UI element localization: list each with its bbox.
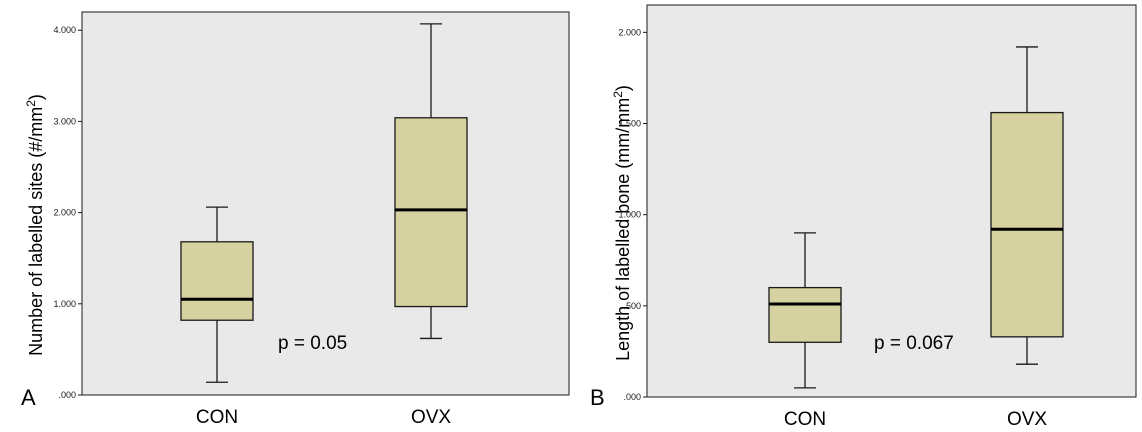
p-value-annotation-b: p = 0.067	[874, 333, 954, 354]
p-value-annotation-a: p = 0.05	[278, 333, 347, 354]
y-tick-label: .000	[623, 392, 641, 402]
y-tick-label: 1.000	[618, 210, 641, 220]
y-ticks-a: .000 1.000 2.000 3.000 4.000	[53, 25, 82, 400]
box-con	[768, 232, 842, 389]
y-tick-label: .000	[58, 390, 76, 400]
boxes-b	[768, 46, 1064, 389]
category-labels-b: CON OVX	[784, 409, 1048, 430]
category-label-con: CON	[196, 407, 238, 428]
box-con	[180, 206, 254, 383]
y-tick-label: 2.000	[53, 208, 76, 218]
box-ovx	[990, 46, 1064, 365]
y-tick-label: 3.000	[53, 116, 76, 126]
iqr-box	[180, 241, 254, 321]
category-label-ovx: OVX	[1007, 409, 1047, 430]
iqr-box	[768, 286, 842, 343]
y-tick-label: .500	[623, 301, 641, 311]
panel-a: .000 1.000 2.000 3.000 4.000 CON OVX Number o…	[21, 11, 570, 428]
y-axis-title-b: Length of labelled bone (mm/mm2)	[611, 85, 633, 361]
category-label-ovx: OVX	[411, 407, 451, 428]
panel-letter-a: A	[21, 385, 36, 410]
y-axis-title-a: Number of labelled sites (#/mm2)	[24, 94, 46, 356]
panel-letter-b: B	[590, 385, 605, 410]
y-tick-label: 4.000	[53, 25, 76, 35]
y-tick-label: 2.000	[618, 27, 641, 37]
panel-b: .000 .500 1.000 1.500 2.000 CON OVX Length of…	[590, 4, 1137, 430]
y-tick-label: 1.500	[618, 119, 641, 129]
category-label-con: CON	[784, 409, 826, 430]
category-labels-a: CON OVX	[196, 407, 452, 428]
y-ticks-b: .000 .500 1.000 1.500 2.000	[618, 27, 647, 402]
iqr-box	[394, 117, 468, 308]
box-ovx	[394, 23, 468, 340]
boxes-a	[180, 23, 468, 383]
plot-area-a	[81, 11, 570, 396]
y-tick-label: 1.000	[53, 299, 76, 309]
iqr-box	[990, 111, 1064, 338]
